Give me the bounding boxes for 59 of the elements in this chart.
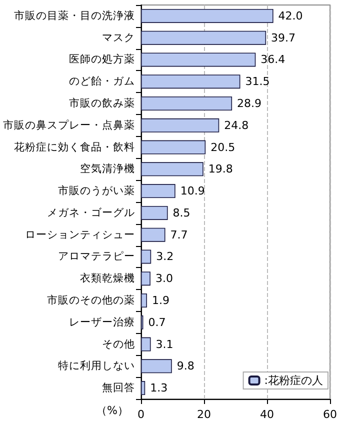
data-label: 1.9: [152, 294, 170, 307]
data-label: 19.8: [208, 162, 233, 176]
data-label: 3.2: [156, 250, 174, 264]
bar: [141, 96, 232, 110]
legend-label: :花粉症の人: [264, 374, 324, 387]
x-tick-label: 40: [260, 408, 274, 421]
y-tick-label: アロマテラピー: [58, 250, 135, 263]
x-tick-label: 60: [323, 408, 337, 421]
data-label: 42.0: [278, 9, 303, 22]
data-label: 3.1: [156, 338, 174, 351]
data-label: 9.8: [176, 360, 194, 373]
bar: [141, 337, 151, 352]
bar: [141, 294, 147, 308]
bar: [141, 250, 152, 264]
bar: [141, 359, 172, 374]
y-tick-label: 市販のその他の薬: [47, 294, 135, 306]
data-label: 8.5: [172, 206, 190, 220]
y-tick-label: マスク: [102, 32, 135, 44]
data-label: 7.7: [170, 228, 188, 242]
data-label: 39.7: [271, 31, 296, 44]
bar: [141, 272, 150, 286]
bar: [141, 162, 204, 176]
y-tick-label: 無回答: [102, 382, 135, 394]
y-tick-label: メガネ・ゴーグル: [47, 206, 135, 219]
data-label: 28.9: [237, 97, 262, 110]
data-label: 24.8: [224, 118, 249, 132]
y-tick-label: 市販の飲み薬: [69, 96, 135, 110]
bar: [141, 8, 274, 23]
bar: [141, 30, 266, 45]
bar: [141, 52, 256, 67]
y-tick-label: 特に利用しない: [58, 359, 135, 372]
y-tick-label: 医師の処方薬: [69, 52, 135, 66]
data-label: 1.3: [150, 382, 168, 395]
data-label: 3.0: [155, 272, 173, 286]
data-label: 10.9: [180, 184, 205, 198]
y-tick-label: 衣類乾燥機: [80, 272, 135, 285]
y-tick-label: 花粉症に効く食品・飲料: [14, 140, 135, 154]
y-tick-label: 市販のうがい薬: [58, 184, 135, 198]
data-label: 31.5: [245, 75, 270, 88]
bar: [141, 228, 166, 242]
x-tick-label: 20: [197, 408, 211, 421]
bar: [141, 206, 168, 220]
y-tick-label: レーザー治療: [69, 315, 135, 328]
bar: [141, 118, 220, 132]
y-tick-label: 市販の目薬・目の洗浄液: [14, 8, 135, 22]
bar: [141, 381, 146, 396]
x-axis-title: （%）: [96, 404, 128, 417]
data-label: 20.5: [210, 140, 236, 154]
y-tick-label: 空気清浄機: [80, 162, 135, 176]
bar: [141, 74, 240, 89]
bar: [141, 140, 206, 154]
y-tick-label: その他: [102, 338, 135, 350]
y-tick-label: のど飴・ガム: [69, 76, 135, 88]
x-tick-label: 0: [138, 408, 144, 421]
data-label: 36.4: [260, 53, 286, 66]
bar: [141, 184, 176, 198]
data-label: 0.7: [148, 316, 166, 329]
y-tick-label: 市販の鼻スプレー・点鼻薬: [3, 118, 135, 132]
y-tick-label: ローションティシュー: [25, 228, 135, 241]
